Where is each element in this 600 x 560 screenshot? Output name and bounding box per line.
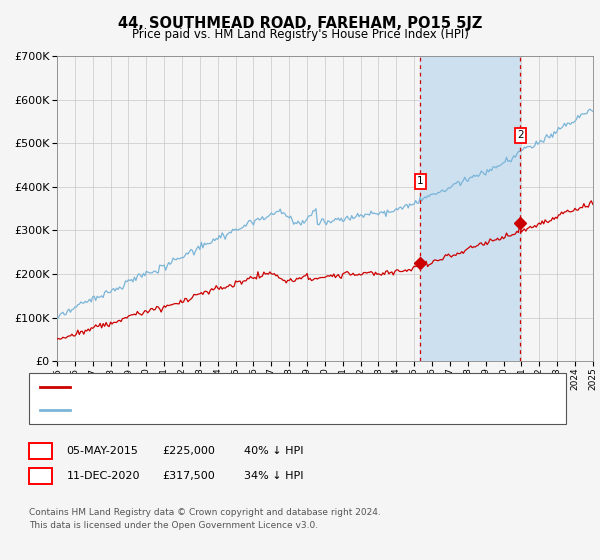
Text: Price paid vs. HM Land Registry's House Price Index (HPI): Price paid vs. HM Land Registry's House … — [131, 28, 469, 41]
Text: 1: 1 — [37, 446, 44, 456]
Text: Contains HM Land Registry data © Crown copyright and database right 2024.
This d: Contains HM Land Registry data © Crown c… — [29, 508, 380, 530]
Text: 34% ↓ HPI: 34% ↓ HPI — [244, 471, 303, 481]
Text: 40% ↓ HPI: 40% ↓ HPI — [244, 446, 303, 456]
Text: 05-MAY-2015: 05-MAY-2015 — [67, 446, 139, 456]
Text: £317,500: £317,500 — [163, 471, 215, 481]
Text: £225,000: £225,000 — [163, 446, 215, 456]
Text: HPI: Average price, detached house, Fareham: HPI: Average price, detached house, Fare… — [77, 405, 314, 415]
Text: 44, SOUTHMEAD ROAD, FAREHAM, PO15 5JZ (detached house): 44, SOUTHMEAD ROAD, FAREHAM, PO15 5JZ (d… — [77, 382, 403, 393]
Text: 44, SOUTHMEAD ROAD, FAREHAM, PO15 5JZ: 44, SOUTHMEAD ROAD, FAREHAM, PO15 5JZ — [118, 16, 482, 31]
Bar — [421, 56, 520, 361]
Text: 1: 1 — [417, 176, 424, 186]
Text: 2: 2 — [517, 130, 524, 141]
Text: 11-DEC-2020: 11-DEC-2020 — [67, 471, 140, 481]
Text: 2: 2 — [37, 471, 44, 481]
